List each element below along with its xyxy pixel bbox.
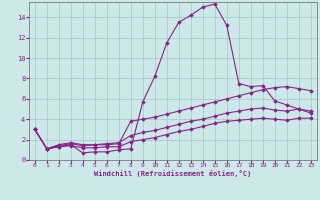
X-axis label: Windchill (Refroidissement éolien,°C): Windchill (Refroidissement éolien,°C) bbox=[94, 170, 252, 177]
